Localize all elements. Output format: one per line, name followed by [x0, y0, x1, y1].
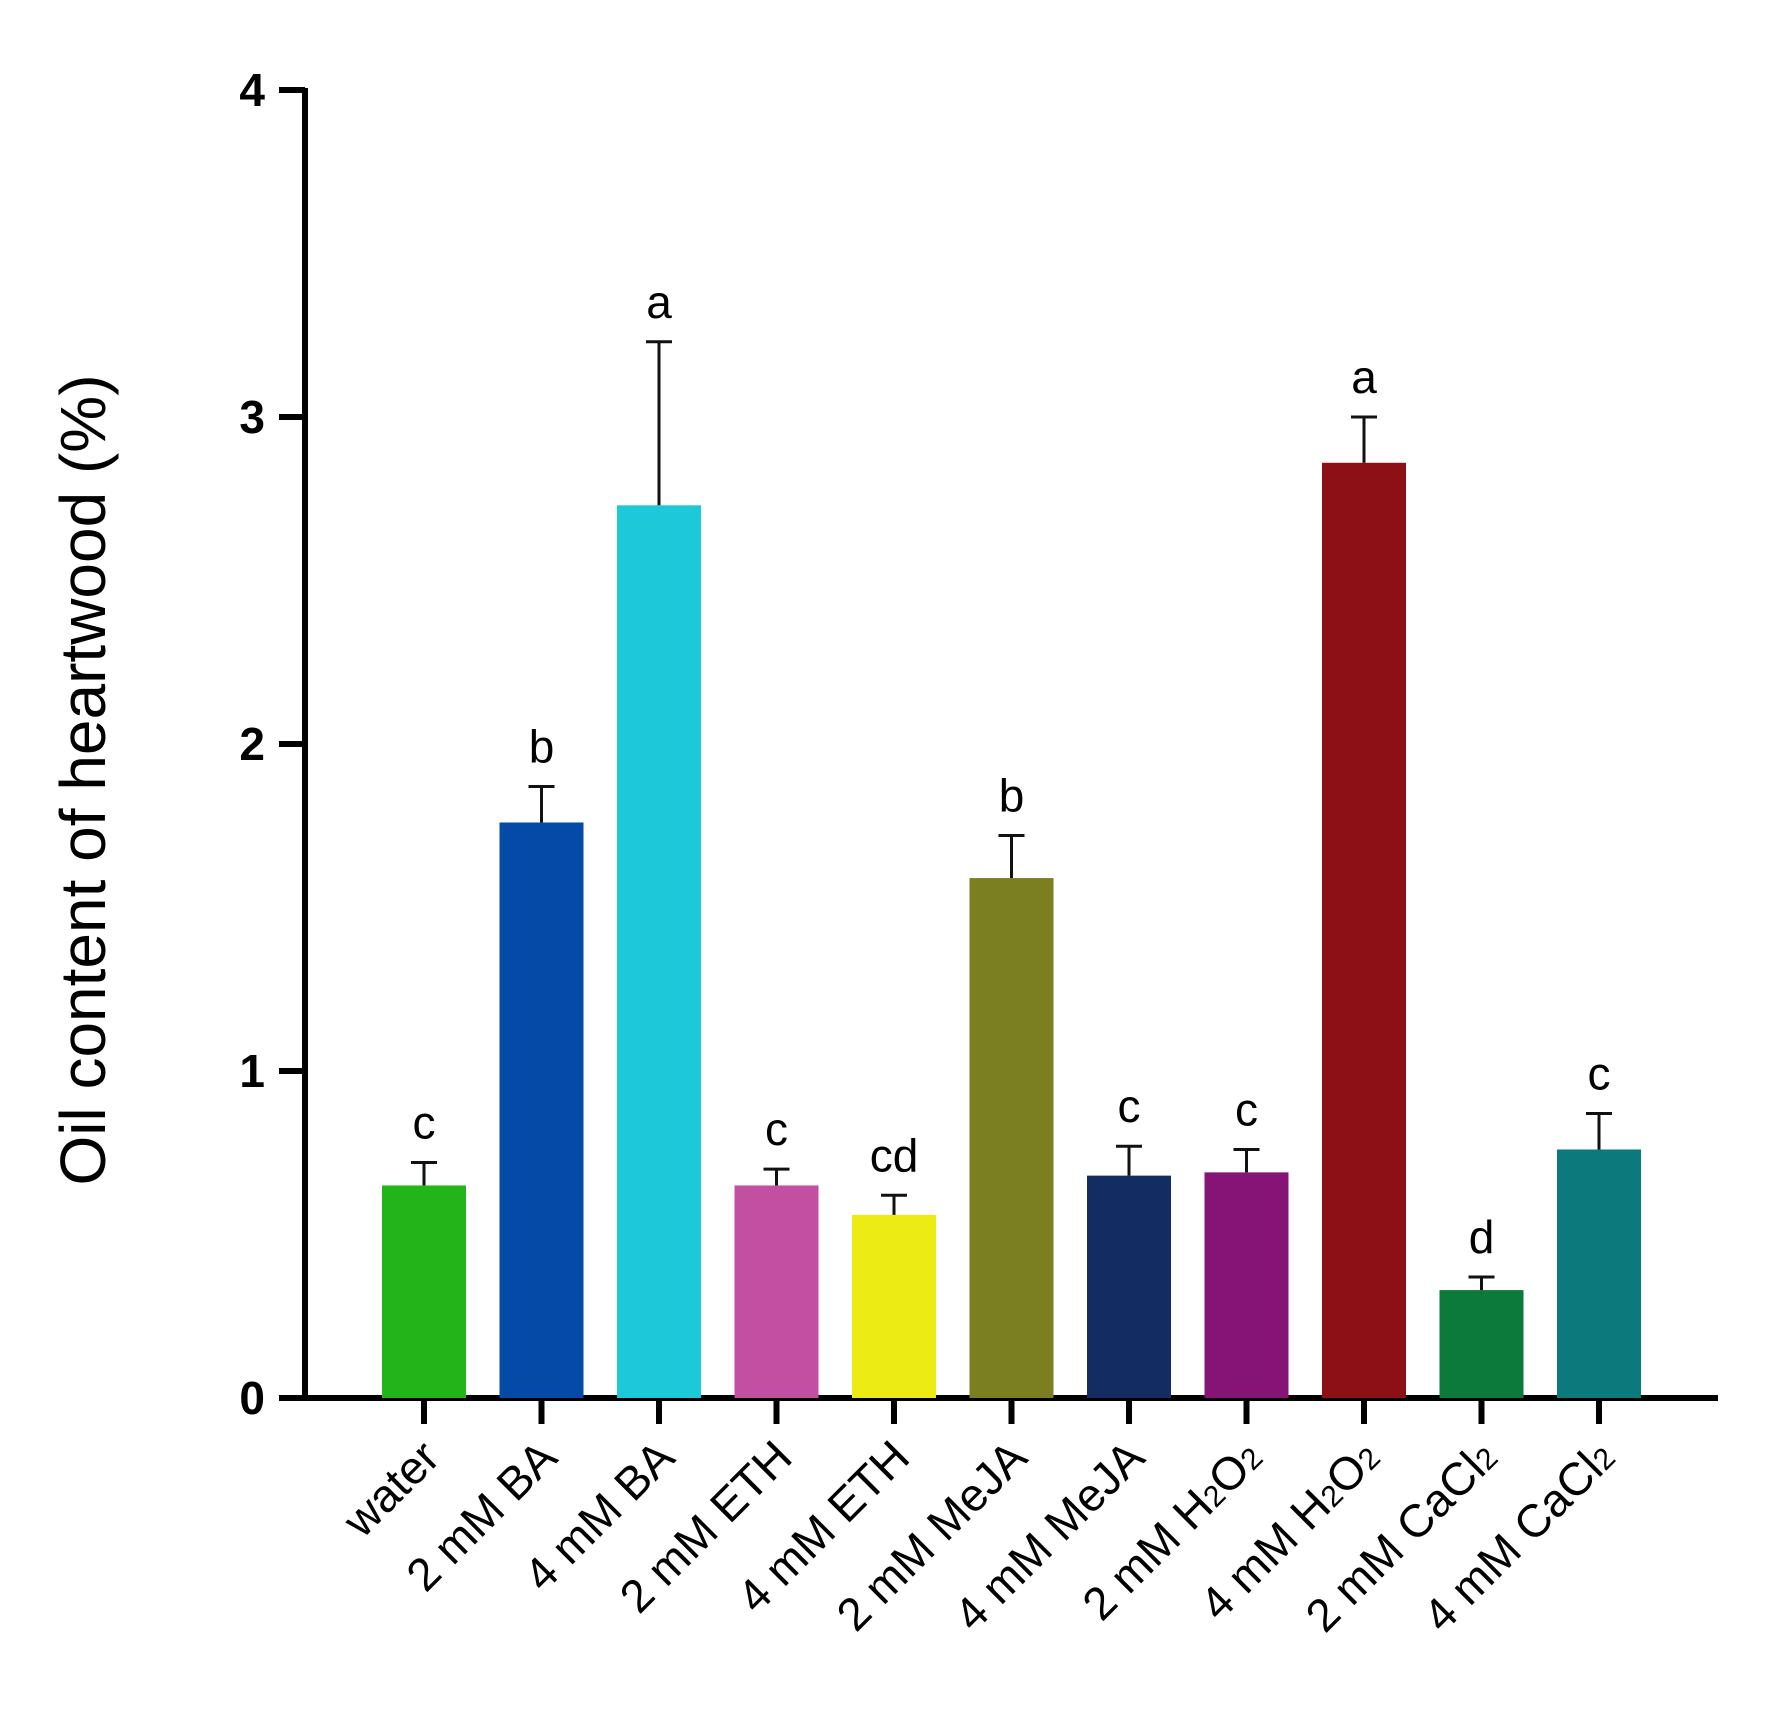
significance-label: a [1351, 351, 1377, 403]
bars: c b a c cd b c c a d c [382, 276, 1641, 1398]
significance-label: a [646, 276, 672, 328]
significance-label: d [1469, 1211, 1495, 1263]
y-tick-label: 4 [239, 64, 265, 116]
y-tick-label: 2 [239, 718, 265, 770]
bar [969, 878, 1054, 1398]
y-tick-label: 0 [239, 1372, 265, 1424]
bar [617, 505, 701, 1398]
bar [852, 1214, 936, 1398]
significance-label: c [413, 1097, 436, 1149]
bar [1322, 462, 1406, 1398]
significance-label: c [1118, 1080, 1141, 1132]
significance-label: b [529, 721, 555, 773]
bar [499, 822, 584, 1398]
bar [1557, 1149, 1641, 1398]
y-tick-label: 3 [239, 391, 265, 443]
significance-label: c [765, 1103, 788, 1155]
bar [734, 1185, 819, 1398]
bar [1204, 1172, 1289, 1398]
y-axis-ticks: 0 1 2 3 4 [239, 64, 305, 1424]
bar [382, 1185, 466, 1398]
significance-label: c [1588, 1048, 1611, 1100]
significance-label: b [999, 770, 1025, 822]
bar [1087, 1175, 1171, 1398]
significance-label: cd [870, 1129, 919, 1181]
y-axis-title: Oil content of heartwood (%) [47, 374, 119, 1185]
y-tick-label: 1 [239, 1045, 265, 1097]
significance-label: c [1235, 1083, 1258, 1135]
bar [1439, 1290, 1524, 1398]
